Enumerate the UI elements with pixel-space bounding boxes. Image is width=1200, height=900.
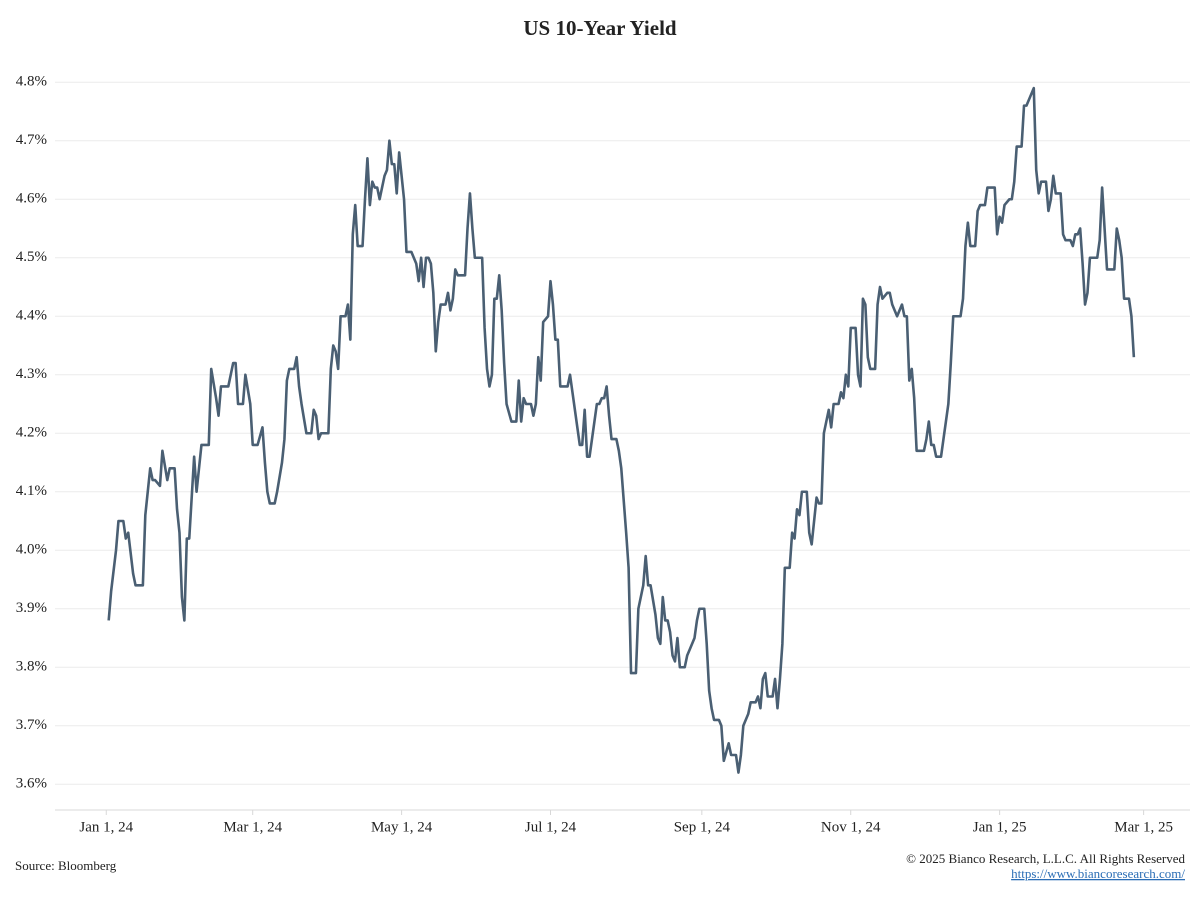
yield-line xyxy=(107,86,1136,774)
x-tick-label: Jan 1, 24 xyxy=(79,819,133,835)
y-tick-label: 3.8% xyxy=(16,659,47,675)
y-tick-label: 4.5% xyxy=(16,249,47,265)
y-tick-label: 4.2% xyxy=(16,425,47,441)
source-note: Source: Bloomberg xyxy=(15,858,117,873)
chart-title: US 10-Year Yield xyxy=(523,16,677,40)
x-tick-label: May 1, 24 xyxy=(371,819,433,835)
x-tick-label: Nov 1, 24 xyxy=(821,819,881,835)
x-tick-label: Mar 1, 24 xyxy=(223,819,282,835)
y-tick-label: 4.7% xyxy=(16,132,47,148)
y-tick-label: 4.3% xyxy=(16,366,47,382)
x-tick-label: Sep 1, 24 xyxy=(674,819,731,835)
y-tick-label: 4.4% xyxy=(16,308,47,324)
y-tick-label: 3.9% xyxy=(16,600,47,616)
x-tick-label: Jan 1, 25 xyxy=(973,819,1027,835)
y-tick-label: 4.6% xyxy=(16,191,47,207)
website-link[interactable]: https://www.biancoresearch.com/ xyxy=(1011,866,1185,881)
y-tick-label: 4.8% xyxy=(16,74,47,90)
x-tick-label: Mar 1, 25 xyxy=(1114,819,1173,835)
y-tick-label: 3.7% xyxy=(16,717,47,733)
copyright: © 2025 Bianco Research, L.L.C. All Right… xyxy=(906,851,1185,866)
y-tick-label: 3.6% xyxy=(16,776,47,792)
y-tick-label: 4.0% xyxy=(16,542,47,558)
y-tick-label: 4.1% xyxy=(16,483,47,499)
x-tick-label: Jul 1, 24 xyxy=(525,819,577,835)
